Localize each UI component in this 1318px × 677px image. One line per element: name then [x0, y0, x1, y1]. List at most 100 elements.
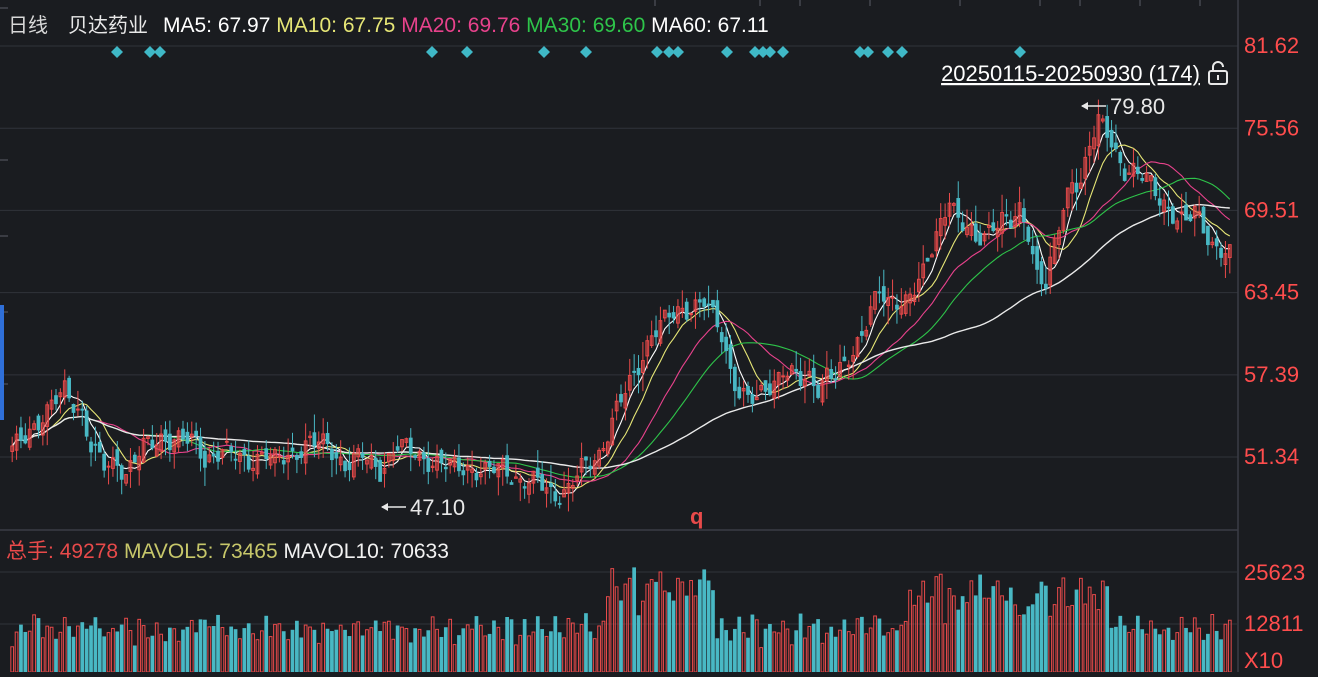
candle-body: [654, 330, 658, 338]
volume-bar: [925, 602, 930, 673]
candle-body: [908, 293, 912, 304]
volume-bar: [233, 629, 238, 673]
candle-body: [509, 482, 514, 485]
signal-diamond: [538, 46, 550, 58]
candle-body: [916, 278, 921, 293]
candle-body: [702, 298, 707, 307]
candle-body: [776, 372, 781, 386]
signal-diamond: [111, 46, 123, 58]
volume-bar: [956, 609, 961, 673]
volume-bar: [1153, 628, 1158, 673]
volume-bar: [360, 635, 365, 673]
candle-body: [1206, 225, 1210, 246]
signal-diamond: [882, 46, 894, 58]
candle-body: [711, 299, 715, 308]
candle-body: [895, 304, 899, 310]
candle-body: [820, 380, 825, 403]
candle-body: [273, 448, 277, 464]
signal-diamond: [580, 46, 592, 58]
volume-bar: [487, 633, 492, 673]
candle-body: [1070, 182, 1074, 194]
volume-bar: [89, 625, 93, 673]
candle-body: [1157, 198, 1162, 206]
candle-body: [728, 344, 733, 369]
candle-body: [1092, 137, 1096, 150]
candle-body: [137, 455, 142, 471]
signal-diamond: [426, 46, 438, 58]
signal-diamond: [854, 46, 866, 58]
candle-body: [592, 460, 597, 475]
volume-bar: [522, 619, 527, 673]
volume-bar: [1030, 604, 1035, 673]
volume-bar: [960, 596, 965, 673]
volume-bar: [373, 620, 378, 673]
candle-body: [224, 440, 229, 443]
candle-body: [211, 453, 216, 457]
candle-body: [956, 198, 961, 218]
candle-body: [750, 394, 755, 404]
candle-body: [154, 444, 159, 457]
range-label[interactable]: 20250115-20250930 (174): [941, 61, 1200, 86]
candle-body: [597, 449, 601, 467]
candle-body: [1105, 116, 1110, 138]
candle-body: [1227, 244, 1232, 259]
lock-icon[interactable]: [1208, 61, 1228, 85]
candle-body: [1140, 178, 1145, 181]
candle-body: [1083, 156, 1088, 179]
candle-body: [203, 450, 207, 468]
candle-body: [842, 356, 847, 362]
volume-bar: [697, 579, 702, 673]
candle-body: [487, 460, 492, 467]
left-edge-indicator: [0, 305, 4, 420]
candle-body: [220, 449, 225, 459]
candle-body: [115, 449, 120, 466]
volume-bar: [829, 626, 834, 673]
volume-bar: [71, 636, 76, 673]
volume-bar: [1157, 634, 1162, 673]
candle-body: [1026, 226, 1031, 242]
candle-body: [540, 473, 545, 491]
candle-body: [1114, 142, 1118, 150]
candle-body: [365, 459, 369, 465]
candle-body: [238, 452, 242, 463]
candle-body: [325, 432, 330, 445]
candle-body: [824, 367, 829, 382]
volume-bar: [181, 629, 185, 673]
candle-body: [378, 459, 382, 482]
ma20-label: MA20:: [401, 14, 462, 37]
period-label[interactable]: 日线: [8, 14, 48, 37]
candle-body: [36, 415, 41, 431]
volume-bar: [535, 616, 540, 673]
volume-bar: [198, 619, 203, 673]
candle-body: [334, 452, 339, 459]
volume-bar: [1214, 630, 1219, 673]
candles: [10, 99, 1232, 512]
volume-tick-label: 12811: [1244, 611, 1304, 636]
candle-body: [676, 306, 680, 324]
volume-bar: [395, 625, 400, 673]
candle-body: [610, 417, 615, 446]
candle-body: [233, 458, 238, 461]
volume-bar: [1043, 585, 1048, 673]
candle-body: [483, 462, 488, 470]
candle-body: [632, 370, 636, 373]
candle-body: [697, 299, 702, 303]
candle-body: [903, 294, 908, 314]
candle-body: [982, 233, 987, 242]
ma-legend: MA5: 67.97 MA10: 67.75 MA20: 69.76 MA30:…: [163, 14, 769, 37]
candle-body: [789, 365, 794, 375]
volume-bar: [246, 623, 251, 673]
signal-diamonds: [111, 46, 1026, 58]
candle-body: [527, 482, 531, 495]
candle-body: [1052, 237, 1057, 264]
mavol5-label: MAVOL5:: [124, 540, 213, 563]
volume-bar: [711, 590, 715, 673]
candle-body: [759, 384, 764, 391]
volume-bar: [860, 616, 864, 673]
volume-bar: [1135, 615, 1140, 673]
candle-body: [391, 453, 396, 462]
volume-bar: [408, 642, 413, 673]
candle-body: [1000, 212, 1004, 234]
volume-bar: [443, 627, 448, 673]
candle-body: [413, 455, 418, 458]
